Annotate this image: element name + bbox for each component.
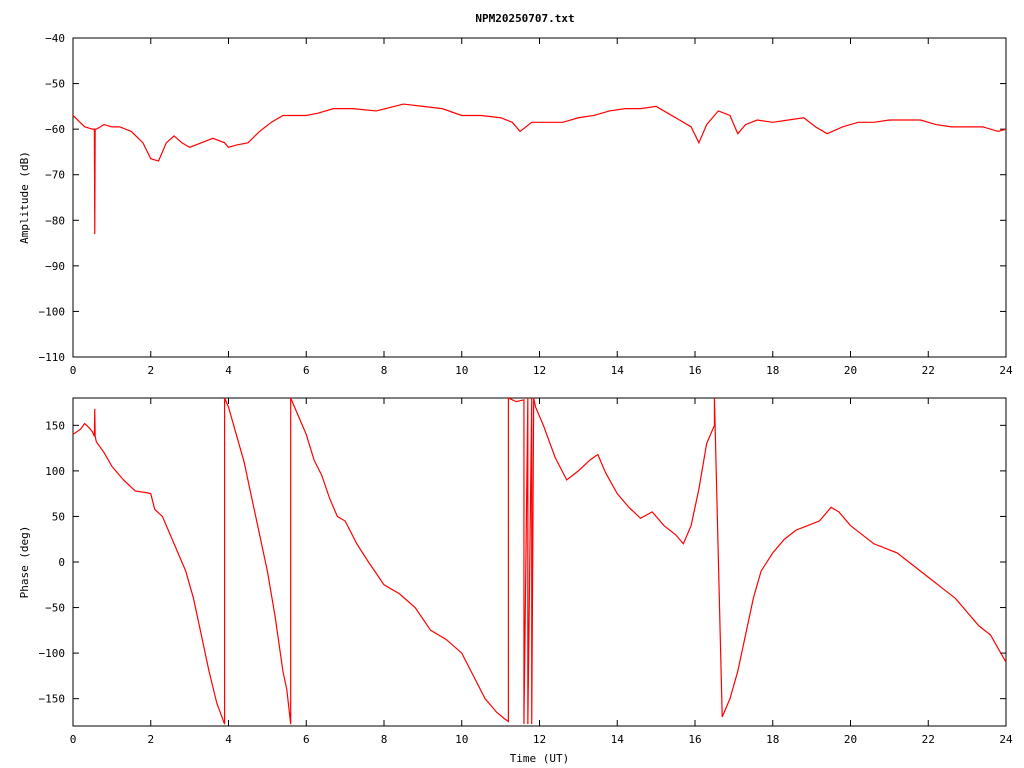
phase-y-tick-label: −50 (45, 602, 65, 615)
amplitude-x-tick-label: 22 (922, 364, 935, 377)
amplitude-y-axis-label: Amplitude (dB) (18, 151, 31, 244)
amplitude-x-tick-label: 8 (381, 364, 388, 377)
amplitude-y-tick-label: −50 (45, 78, 65, 91)
amplitude-y-tick-label: −110 (39, 351, 66, 364)
amplitude-y-tick-label: −40 (45, 32, 65, 45)
phase-panel: 0 2 4 6 8 10 12 14 16 18 20 22 24−150−100−5005010015… (18, 397, 1013, 765)
phase-y-tick-label: −100 (39, 647, 66, 660)
phase-x-tick-label: 0 (70, 733, 77, 746)
amplitude-plot-frame (72, 37, 1007, 358)
phase-x-tick-label: 12 (533, 733, 546, 746)
phase-tick-labels: 0 2 4 6 8 10 12 14 16 18 20 22 24−150−100−5005010015… (39, 419, 1013, 746)
phase-x-tick-label: 16 (688, 733, 701, 746)
phase-x-tick-label: 4 (225, 733, 232, 746)
phase-x-tick-label: 2 (147, 733, 154, 746)
amplitude-y-tick-label: −70 (45, 169, 65, 182)
amplitude-y-tick-label: −100 (39, 305, 66, 318)
phase-y-tick-label: −150 (39, 693, 66, 706)
phase-x-tick-label: 24 (999, 733, 1013, 746)
amplitude-x-tick-label: 24 (999, 364, 1013, 377)
chart-title: NPM20250707.txt (475, 12, 574, 25)
amplitude-x-tick-label: 6 (303, 364, 310, 377)
phase-x-tick-label: 8 (381, 733, 388, 746)
amplitude-x-tick-label: 18 (766, 364, 779, 377)
phase-series-line (72, 397, 1007, 725)
phase-x-tick-label: 10 (455, 733, 468, 746)
amplitude-x-tick-label: 12 (533, 364, 546, 377)
amplitude-series-line (72, 103, 1007, 234)
amplitude-x-tick-label: 2 (147, 364, 154, 377)
phase-y-tick-label: 150 (45, 419, 65, 432)
phase-y-tick-label: 0 (58, 556, 65, 569)
phase-x-tick-label: 14 (611, 733, 625, 746)
amplitude-x-tick-label: 20 (844, 364, 857, 377)
amplitude-ticks (72, 37, 1007, 358)
phase-y-tick-label: 100 (45, 465, 65, 478)
phase-ticks (72, 398, 1007, 726)
amplitude-x-tick-label: 16 (688, 364, 701, 377)
phase-x-tick-label: 6 (303, 733, 310, 746)
amplitude-x-tick-label: 10 (455, 364, 468, 377)
amplitude-tick-labels: 0 2 4 6 8 10 12 14 16 18 20 22 24−110−100−90−80−70−6… (39, 32, 1013, 377)
phase-y-axis-label: Phase (deg) (18, 526, 31, 599)
amplitude-y-tick-label: −80 (45, 214, 65, 227)
amplitude-panel: 0 2 4 6 8 10 12 14 16 18 20 22 24−110−100−90−80−70−6… (18, 32, 1013, 377)
amplitude-series-group (72, 103, 1007, 234)
amplitude-y-tick-label: −90 (45, 260, 65, 273)
amplitude-x-tick-label: 4 (225, 364, 232, 377)
amplitude-y-tick-label: −60 (45, 123, 65, 136)
phase-x-axis-label: Time (UT) (510, 752, 570, 765)
amplitude-x-tick-label: 14 (611, 364, 625, 377)
phase-x-tick-label: 18 (766, 733, 779, 746)
phase-plot-frame (72, 397, 1007, 727)
phase-y-tick-label: 50 (52, 510, 65, 523)
amplitude-x-tick-label: 0 (70, 364, 77, 377)
phase-x-tick-label: 22 (922, 733, 935, 746)
phase-x-tick-label: 20 (844, 733, 857, 746)
phase-series-group (72, 397, 1007, 725)
